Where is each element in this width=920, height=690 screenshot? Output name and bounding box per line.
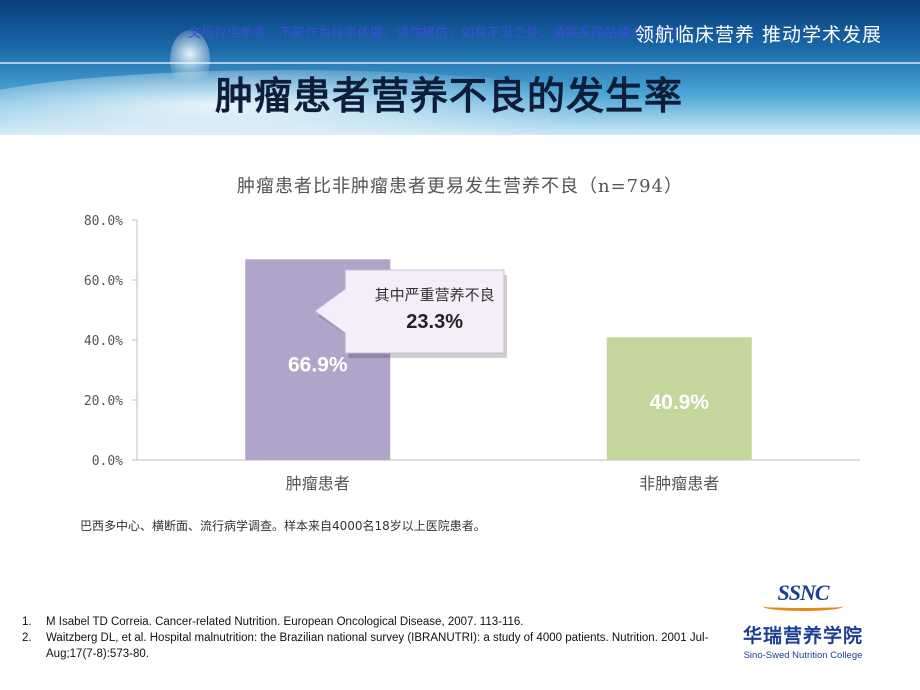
x-category-label: 肿瘤患者 xyxy=(286,474,350,493)
y-tick-label: 80.0% xyxy=(84,214,123,229)
reference-item: 2. Waitzberg DL, et al. Hospital malnutr… xyxy=(22,630,712,662)
reference-number: 1. xyxy=(22,616,32,628)
callout-value: 23.3% xyxy=(406,311,463,333)
bar-chart: 0.0% 20.0% 40.0% 60.0% 80.0% 66.9% 肿瘤患者 40.9% 非肿… xyxy=(84,214,860,493)
college-logo: SSNC 华瑞营养学院 Sino-Swed Nutrition College xyxy=(728,580,878,661)
y-tick-label: 0.0% xyxy=(92,454,123,469)
reference-number: 2. xyxy=(22,632,32,644)
header-banner xyxy=(0,0,920,135)
bar xyxy=(606,337,752,460)
y-tick-label: 40.0% xyxy=(84,334,123,349)
logo-mark: SSNC xyxy=(777,580,829,605)
banner-droplet xyxy=(170,30,210,90)
slide-title: 肿瘤患者营养不良的发生率 xyxy=(215,74,684,118)
study-note: 巴西多中心、横断面、流行病学调查。样本来自4000名18岁以上医院患者。 xyxy=(80,519,486,533)
reference-text: Waitzberg DL, et al. Hospital malnutriti… xyxy=(46,632,709,660)
watermark-text: 文档仅供参考，不能作为科学依据，请勿模仿；如有不当之处，请联系网站或本人删除。 xyxy=(188,26,696,41)
header-slogan: 领航临床营养 推动学术发展 xyxy=(634,24,882,46)
banner-divider xyxy=(0,62,920,64)
callout-box xyxy=(314,269,505,354)
bar-value-label: 66.9% xyxy=(288,354,348,377)
logo-swoosh xyxy=(763,602,843,611)
reference-item: 1. M Isabel TD Correia. Cancer-related N… xyxy=(22,614,712,630)
callout-text: 其中严重营养不良 xyxy=(375,286,495,304)
references: 1. M Isabel TD Correia. Cancer-related N… xyxy=(22,614,712,662)
bar-value-label: 40.9% xyxy=(649,391,709,414)
logo-en-name: Sino-Swed Nutrition College xyxy=(743,650,863,661)
logo-cn-name: 华瑞营养学院 xyxy=(742,625,863,647)
y-tick-label: 60.0% xyxy=(84,274,123,289)
reference-text: M Isabel TD Correia. Cancer-related Nutr… xyxy=(46,616,524,628)
chart-title: 肿瘤患者比非肿瘤患者更易发生营养不良（n=794） xyxy=(236,176,684,197)
x-category-label: 非肿瘤患者 xyxy=(639,474,719,493)
y-tick-label: 20.0% xyxy=(84,394,123,409)
